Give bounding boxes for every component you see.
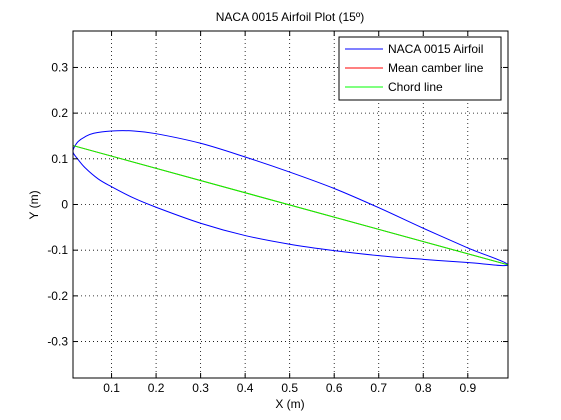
legend-items: NACA 0015 Airfoil Mean camber line Chord l… (345, 42, 484, 94)
y-axis-label: Y (m) (27, 190, 41, 219)
x-tick-label: 0.4 (237, 381, 254, 395)
legend-entry-chord: Chord line (345, 80, 443, 94)
legend: NACA 0015 Airfoil Mean camber line Chord l… (338, 36, 502, 101)
y-tick-label: -0.2 (47, 289, 68, 303)
x-tick-label: 0.6 (326, 381, 343, 395)
y-axis-ticks: 0.3 0.2 0.1 0 -0.1 -0.2 -0.3 (47, 60, 508, 349)
legend-label: NACA 0015 Airfoil (388, 42, 483, 56)
x-axis-ticks: 0.1 0.2 0.3 0.4 0.5 0.6 0.7 0.8 0.9 (103, 31, 476, 395)
chord-line (72, 145, 509, 266)
x-tick-label: 0.7 (370, 381, 387, 395)
y-tick-label: 0.3 (51, 60, 68, 74)
grid-lines (73, 31, 508, 378)
y-tick-label: 0 (61, 198, 68, 212)
legend-entry-mean-camber: Mean camber line (345, 61, 484, 75)
y-tick-label: 0.1 (51, 152, 68, 166)
x-tick-label: 0.9 (459, 381, 476, 395)
chart-title: NACA 0015 Airfoil Plot (15º) (216, 10, 364, 24)
x-tick-label: 0.3 (192, 381, 209, 395)
x-tick-label: 0.1 (103, 381, 120, 395)
y-tick-label: -0.3 (47, 335, 68, 349)
legend-label: Chord line (388, 80, 443, 94)
y-tick-label: 0.2 (51, 106, 68, 120)
x-axis-label: X (m) (275, 397, 304, 411)
x-tick-label: 0.2 (148, 381, 165, 395)
x-tick-label: 0.8 (415, 381, 432, 395)
y-tick-label: -0.1 (47, 243, 68, 257)
legend-entry-airfoil: NACA 0015 Airfoil (345, 42, 483, 56)
x-tick-label: 0.5 (281, 381, 298, 395)
legend-label: Mean camber line (388, 61, 484, 75)
